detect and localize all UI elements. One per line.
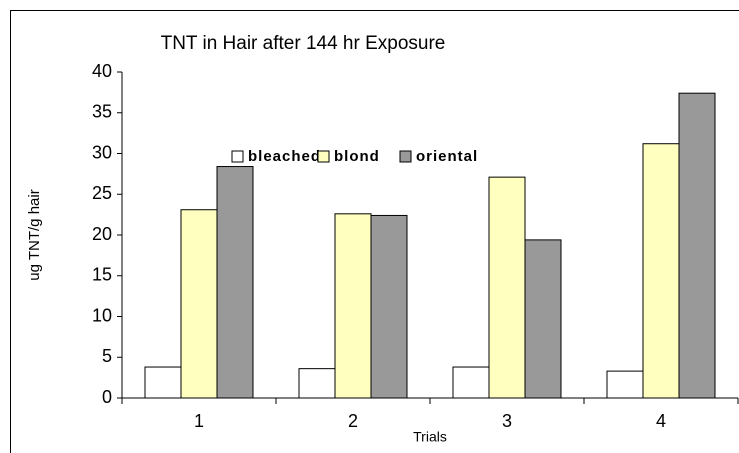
y-tick-label: 30 (92, 142, 112, 162)
bar (216, 166, 254, 399)
bar (452, 366, 490, 399)
bar (370, 214, 408, 399)
x-tick-label: 3 (502, 411, 512, 431)
legend-swatch (231, 150, 244, 163)
legend-label: bleached (248, 148, 321, 165)
bar (642, 143, 680, 399)
bar (144, 366, 182, 399)
y-tick-label: 10 (92, 305, 112, 325)
x-axis-label: Trials (413, 429, 447, 445)
y-axis-label: ug TNT/g hair (26, 189, 43, 280)
legend-swatch (317, 150, 330, 163)
x-tick-label: 1 (194, 411, 204, 431)
bar (524, 239, 562, 399)
chart-title: TNT in Hair after 144 hr Exposure (161, 33, 446, 54)
x-tick-label: 2 (348, 411, 358, 431)
bar (298, 368, 336, 399)
y-tick-label: 35 (92, 102, 112, 122)
y-tick-label: 25 (92, 183, 112, 203)
y-tick-label: 5 (102, 346, 112, 366)
legend-swatch (399, 150, 412, 163)
y-tick-label: 40 (92, 61, 112, 81)
x-tick-label: 4 (656, 411, 666, 431)
bar (678, 92, 716, 399)
legend-label: oriental (416, 148, 478, 165)
y-tick-label: 0 (102, 387, 112, 407)
bar (488, 176, 526, 399)
y-tick-label: 20 (92, 224, 112, 244)
y-tick-label: 15 (92, 265, 112, 285)
bar (334, 213, 372, 399)
legend-label: blond (334, 148, 380, 165)
bar (606, 370, 644, 399)
bar (180, 209, 218, 399)
